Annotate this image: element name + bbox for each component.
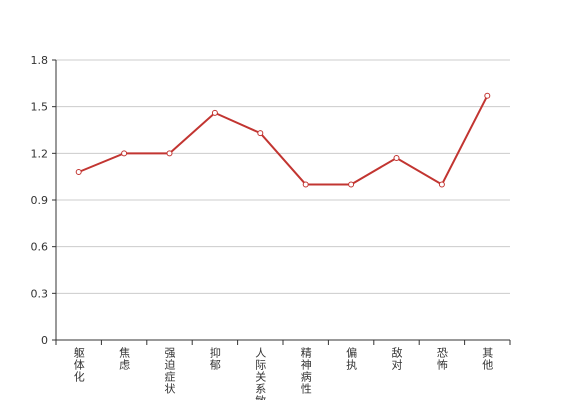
line: [78, 95, 489, 186]
y-tick-label: 0.6: [31, 241, 49, 254]
point: [211, 109, 218, 116]
y-tick-label: 0: [41, 334, 48, 347]
y-tick-label: 1.8: [31, 54, 49, 67]
x-tick-label: 强迫症状: [163, 347, 176, 395]
point: [121, 150, 128, 157]
point: [75, 169, 82, 175]
x-tick-label: 人际关系敏感: [254, 347, 267, 400]
point: [438, 181, 445, 188]
x-tick-label: 敌对: [390, 346, 403, 371]
x-tick-label: 躯体化: [72, 347, 85, 383]
x-tick-label: 焦虑: [118, 347, 131, 371]
x-tick-label: 偏执: [345, 346, 358, 371]
point: [348, 181, 355, 188]
y-tick-label: 0.3: [31, 287, 49, 300]
y-tick-label: 1.2: [31, 147, 49, 160]
point: [484, 92, 491, 99]
x-tick-label: 其他: [481, 347, 494, 371]
x-tick-label: 抑郁: [208, 346, 221, 371]
x-tick-label: 精神病性: [299, 347, 312, 395]
x-tick-label: 恐怖: [435, 347, 448, 371]
point: [302, 181, 309, 188]
point: [166, 150, 173, 157]
y-tick-label: 1.5: [31, 101, 49, 114]
y-tick-label: 0.9: [31, 194, 49, 207]
point: [393, 155, 400, 161]
point: [257, 130, 264, 137]
